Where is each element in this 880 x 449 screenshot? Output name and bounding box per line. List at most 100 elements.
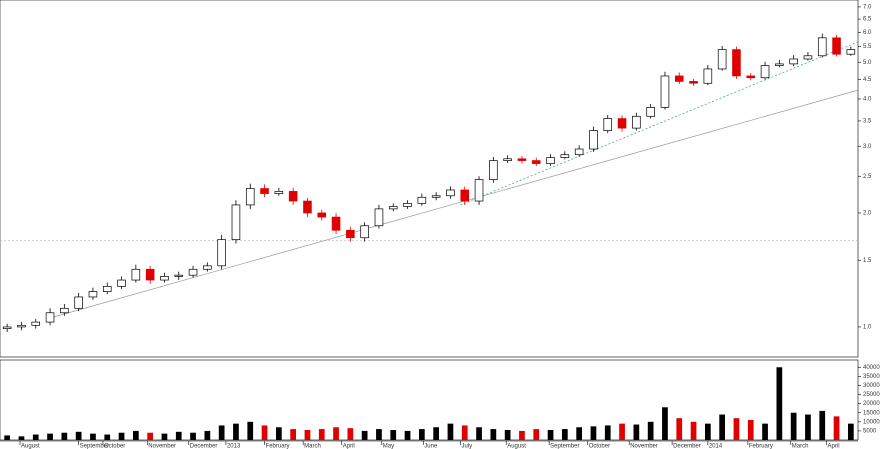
candle-body	[546, 157, 555, 164]
candle-body	[260, 188, 269, 194]
volume-bar	[333, 427, 339, 440]
volume-bar	[404, 430, 411, 440]
y-tick-label: 4.0	[863, 97, 872, 103]
volume-bar	[547, 430, 554, 440]
x-tick-label: August	[21, 444, 40, 449]
candle-body	[803, 55, 813, 60]
y-tick-label: 6.0	[863, 30, 872, 36]
candle-body	[131, 268, 141, 281]
y-tick-label: 5.0	[863, 60, 872, 66]
volume-bar	[47, 433, 53, 440]
x-tick-label: December	[673, 444, 701, 449]
volume-bar	[461, 425, 468, 440]
volume-bar	[161, 433, 168, 440]
y-tick-label: 1.0	[863, 325, 872, 331]
candle-body	[846, 49, 856, 55]
volume-bar	[347, 428, 354, 440]
candle-body	[45, 312, 55, 323]
y-tick-label: 20000	[863, 401, 880, 407]
volume-bar	[261, 425, 268, 440]
candle-body	[775, 63, 784, 66]
candle-body	[760, 65, 770, 79]
candle-body	[517, 158, 527, 161]
y-tick-label: 40000	[863, 365, 880, 371]
volume-bar	[747, 420, 754, 440]
x-tick-label: September	[80, 444, 109, 449]
volume-bar	[619, 423, 625, 440]
volume-bar	[490, 429, 497, 440]
volume-bar	[61, 432, 68, 440]
x-tick-label: March	[792, 444, 809, 449]
volume-bar	[104, 434, 111, 440]
candle-body	[360, 225, 369, 239]
candle-body	[446, 189, 455, 197]
volume-bar	[519, 430, 525, 440]
x-tick-label: April	[828, 444, 840, 449]
y-tick-label: 6.5	[863, 17, 872, 23]
candle-body	[589, 130, 598, 150]
candle-body	[660, 75, 670, 108]
volume-bar	[762, 423, 768, 440]
volume-bar	[847, 423, 854, 440]
x-tick-label: February	[266, 444, 290, 449]
candle-body	[117, 279, 126, 287]
x-tick-label: April	[343, 444, 355, 449]
x-tick-label: February	[749, 444, 773, 449]
candle-body	[231, 204, 241, 241]
candle-body	[174, 274, 184, 277]
candle-body	[574, 148, 584, 156]
x-tick-label: June	[424, 444, 438, 449]
y-tick-label: 7.0	[863, 4, 872, 10]
candle-body	[288, 191, 298, 202]
candle-body	[460, 189, 470, 202]
candle-body	[203, 265, 212, 270]
candle-body	[732, 49, 741, 77]
candle-body	[403, 203, 412, 207]
candle-body	[474, 179, 484, 202]
volume-bar	[275, 427, 282, 440]
x-tick-label: September	[550, 444, 579, 449]
volume-bar	[75, 431, 82, 440]
volume-bar	[90, 433, 96, 440]
y-tick-label: 10000	[863, 419, 880, 425]
candle-body	[489, 160, 498, 180]
candle-body	[245, 188, 255, 206]
volume-bar	[833, 416, 840, 440]
volume-bar	[819, 410, 826, 440]
x-tick-label: October	[589, 444, 610, 449]
candle-body	[17, 324, 26, 328]
candle-body	[617, 118, 627, 129]
y-tick-label: 2.0	[863, 211, 872, 217]
candle-body	[503, 158, 512, 161]
candle-body	[632, 115, 641, 129]
candle-body	[388, 206, 398, 210]
candle-body	[832, 37, 841, 55]
volume-bar	[18, 436, 25, 440]
candle-body	[374, 208, 384, 227]
volume-bar	[533, 429, 540, 440]
y-tick-label: 35000	[863, 374, 880, 380]
candle-body	[303, 200, 312, 214]
volume-bar	[32, 434, 39, 440]
x-tick-label: 2013	[227, 444, 241, 449]
volume-bar	[418, 429, 425, 440]
volume-bar	[504, 430, 511, 440]
volume-bar	[233, 423, 239, 440]
candle-body	[689, 81, 698, 84]
price-panel	[0, 0, 859, 358]
candle-body	[531, 160, 541, 164]
y-tick-label: 5.5	[863, 44, 872, 50]
volume-bar	[805, 414, 811, 440]
candle-body	[717, 49, 727, 70]
trend-line	[49, 89, 859, 319]
volume-bar	[776, 367, 783, 440]
x-tick-label: March	[304, 444, 321, 449]
candle-body	[317, 212, 327, 218]
volume-bar	[647, 421, 654, 440]
volume-bar	[733, 418, 740, 440]
candle-body	[60, 307, 69, 314]
x-tick-label: July	[461, 444, 472, 449]
candle-body	[746, 75, 756, 79]
candle-body	[160, 276, 169, 281]
